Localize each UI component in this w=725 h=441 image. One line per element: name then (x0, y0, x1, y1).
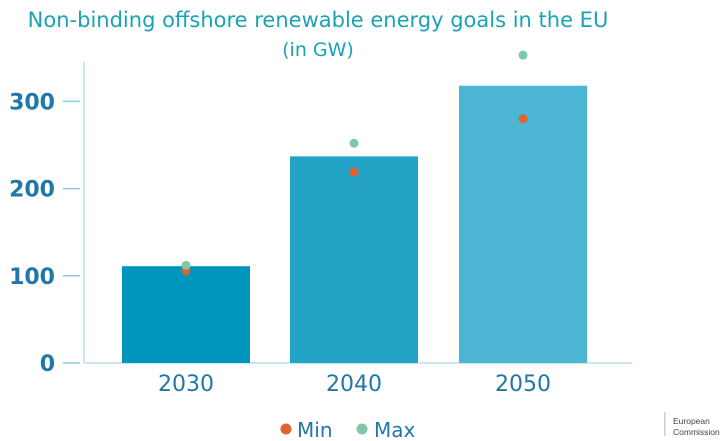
y-tick-label: 300 (9, 90, 55, 115)
chart-title: Non-binding offshore renewable energy go… (28, 8, 609, 32)
min-marker-2040 (349, 167, 359, 177)
y-tick-label: 100 (9, 265, 55, 290)
max-marker-2030 (181, 260, 191, 270)
european-commission-logo: European Commission (664, 412, 720, 437)
legend-max-label: Max (374, 418, 416, 441)
legend: Min Max (280, 418, 416, 441)
legend-min-label: Min (297, 418, 333, 441)
legend-min-dot (280, 423, 292, 435)
markers (181, 50, 528, 276)
logo-line1: European (673, 416, 710, 426)
x-tick-label: 2030 (158, 372, 214, 397)
y-axis: 0 100 200 300 (9, 90, 80, 377)
y-tick-label: 0 (40, 352, 55, 377)
logo-line2: Commission (673, 427, 720, 437)
x-tick-label: 2040 (326, 372, 382, 397)
bars (122, 85, 587, 363)
max-marker-2050 (518, 50, 528, 60)
x-axis-ticks: 2030 2040 2050 (158, 372, 551, 397)
bar-2050 (459, 85, 587, 363)
logo-divider (664, 412, 666, 436)
chart-subtitle: (in GW) (282, 39, 354, 61)
x-tick-label: 2050 (495, 372, 551, 397)
legend-max-dot (356, 423, 368, 435)
max-marker-2040 (349, 138, 359, 148)
bar-2040 (290, 156, 418, 363)
min-marker-2050 (518, 114, 528, 124)
y-tick-label: 200 (9, 178, 55, 203)
bar-2030 (122, 266, 250, 363)
